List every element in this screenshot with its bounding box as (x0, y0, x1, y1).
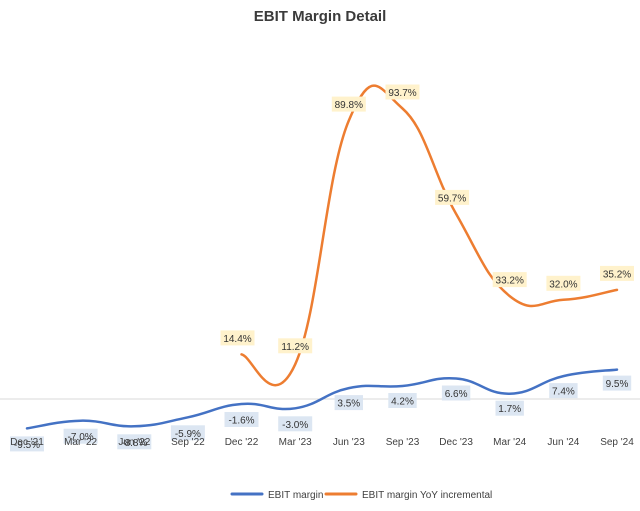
data-label-group: -9.5% (10, 436, 44, 452)
data-label-bg (600, 265, 634, 281)
data-label-bg (334, 395, 363, 411)
x-tick-label: Jun '23 (333, 437, 365, 448)
x-tick-label: Sep '24 (600, 437, 634, 448)
legend-label-ebit-margin: EBIT margin (268, 490, 323, 501)
data-label-layer: -9.5% -7.0% -8.8% -5.9% -1.6% -3.0% 3.5% 4.2% 6.… (10, 84, 634, 452)
data-label-group: 11.2% (278, 338, 313, 354)
data-label-group: -5.9% (170, 425, 205, 441)
data-label-bg (602, 375, 632, 391)
data-label-bg (331, 96, 366, 112)
data-label-group: 59.7% (435, 189, 470, 205)
data-label-bg (388, 393, 417, 408)
x-tick-label: Jun '24 (547, 437, 579, 448)
data-label-group: 33.2% (492, 272, 527, 288)
x-tick-label: Sep '23 (386, 437, 420, 448)
data-label-group: 93.7% (385, 84, 420, 100)
x-tick-label: Dec '23 (439, 437, 473, 448)
data-label-bg (495, 400, 524, 416)
data-label: 89.8% (335, 100, 363, 111)
data-label-group: 3.5% (334, 395, 363, 411)
data-label: -9.5% (14, 440, 40, 451)
data-label-bg (435, 189, 470, 205)
series-layer (25, 84, 619, 430)
series-line-1 (240, 84, 619, 387)
data-label: -3.0% (282, 420, 308, 431)
data-label-group: 32.0% (546, 275, 581, 291)
legend: EBIT margin EBIT margin YoY incremental (230, 490, 492, 501)
data-label-group: 6.6% (441, 385, 471, 401)
data-label-group: 1.7% (495, 400, 524, 416)
data-label-bg (441, 385, 471, 401)
x-tick-label: Dec '21 (10, 437, 44, 448)
data-label: -8.8% (121, 438, 147, 449)
x-tick-label: Mar '24 (493, 437, 526, 448)
data-label: 59.7% (438, 193, 466, 204)
data-label: 7.4% (552, 387, 575, 398)
data-label: 9.5% (606, 379, 629, 390)
series-line-0 (25, 368, 619, 430)
data-label-group: 7.4% (549, 383, 578, 399)
data-label-group: 14.4% (220, 330, 255, 346)
chart-title: EBIT Margin Detail (254, 8, 387, 25)
data-label: 4.2% (391, 397, 414, 408)
data-label-bg (10, 436, 44, 452)
data-label-group: 9.5% (602, 375, 632, 391)
legend-label-ebit-margin-yoy: EBIT margin YoY incremental (362, 490, 492, 501)
x-tick-label: Sep '22 (171, 437, 205, 448)
data-label-bg (220, 330, 255, 346)
data-label-group: 35.2% (600, 265, 634, 281)
data-label: -7.0% (68, 432, 94, 443)
data-label: 93.7% (388, 88, 416, 99)
data-label-bg (170, 425, 205, 441)
data-label-bg (546, 275, 581, 291)
data-label: 1.7% (498, 404, 521, 415)
data-label: -5.9% (175, 429, 201, 440)
data-label: 6.6% (445, 389, 468, 400)
data-label-bg (385, 84, 420, 100)
data-label-bg (492, 272, 527, 288)
data-label: 11.2% (281, 342, 309, 353)
data-label-bg (278, 338, 313, 354)
data-label-bg (224, 412, 259, 427)
x-tick-label: Jun '22 (118, 437, 150, 448)
data-label-bg (117, 434, 152, 450)
data-label-group: -8.8% (117, 434, 152, 450)
data-label-group: 4.2% (388, 393, 417, 408)
data-label-bg (549, 383, 578, 399)
x-tick-label: Mar '23 (279, 437, 312, 448)
x-axis-ticks: Dec '21 Mar '22 Jun '22 Sep '22 Dec '22 Mar '… (10, 437, 634, 448)
data-label-group: -3.0% (278, 416, 313, 432)
data-label-bg (278, 416, 313, 432)
data-label-bg (63, 428, 98, 444)
data-label: -1.6% (228, 416, 254, 427)
data-label: 33.2% (496, 276, 524, 287)
data-label: 3.5% (337, 399, 360, 410)
x-tick-label: Dec '22 (225, 437, 259, 448)
data-label: 35.2% (603, 269, 631, 280)
data-label-group: -7.0% (63, 428, 98, 444)
data-label-group: -1.6% (224, 412, 259, 427)
data-label-group: 89.8% (331, 96, 366, 112)
x-tick-label: Mar '22 (64, 437, 97, 448)
data-label: 14.4% (223, 334, 251, 345)
data-label: 32.0% (549, 279, 577, 290)
